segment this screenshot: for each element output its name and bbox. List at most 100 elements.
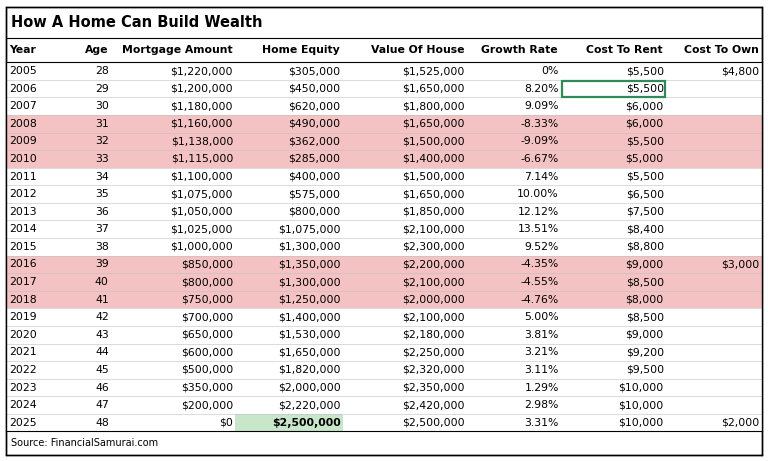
Text: -8.33%: -8.33% (521, 119, 559, 129)
Bar (6, 273, 762, 291)
Text: $1,180,000: $1,180,000 (170, 101, 233, 111)
Text: $1,300,000: $1,300,000 (278, 277, 340, 287)
Text: 10.00%: 10.00% (517, 189, 559, 199)
Text: $1,525,000: $1,525,000 (402, 66, 465, 76)
Text: $2,500,000: $2,500,000 (272, 418, 340, 428)
Bar (6, 115, 762, 133)
Text: $2,350,000: $2,350,000 (402, 383, 465, 392)
Text: Mortgage Amount: Mortgage Amount (121, 45, 232, 55)
Text: 3.31%: 3.31% (525, 418, 559, 428)
Text: $1,220,000: $1,220,000 (170, 66, 233, 76)
Bar (6, 97, 762, 115)
Text: Source: FinancialSamurai.com: Source: FinancialSamurai.com (11, 438, 158, 449)
Text: 2013: 2013 (9, 207, 37, 217)
Text: $2,000,000: $2,000,000 (402, 295, 465, 305)
Text: 2010: 2010 (9, 154, 37, 164)
Text: 2.98%: 2.98% (525, 400, 559, 410)
Text: $1,650,000: $1,650,000 (402, 119, 465, 129)
Text: $1,250,000: $1,250,000 (278, 295, 340, 305)
Text: Age: Age (84, 45, 108, 55)
Text: $450,000: $450,000 (289, 83, 340, 94)
Text: $1,400,000: $1,400,000 (278, 312, 340, 322)
Text: $1,850,000: $1,850,000 (402, 207, 465, 217)
Text: 2017: 2017 (9, 277, 37, 287)
Text: 2005: 2005 (9, 66, 37, 76)
Text: $5,500: $5,500 (626, 66, 664, 76)
Text: 12.12%: 12.12% (518, 207, 559, 217)
Text: $9,000: $9,000 (626, 260, 664, 269)
Text: $620,000: $620,000 (289, 101, 340, 111)
Text: Growth Rate: Growth Rate (482, 45, 558, 55)
Text: $1,500,000: $1,500,000 (402, 136, 465, 146)
Text: 5.00%: 5.00% (525, 312, 559, 322)
Text: 36: 36 (95, 207, 109, 217)
Text: 1.29%: 1.29% (525, 383, 559, 392)
Text: $5,500: $5,500 (626, 171, 664, 182)
Text: How A Home Can Build Wealth: How A Home Can Build Wealth (11, 15, 262, 30)
Text: $7,500: $7,500 (626, 207, 664, 217)
Text: -4.35%: -4.35% (521, 260, 559, 269)
Text: $800,000: $800,000 (180, 277, 233, 287)
Bar (235, 414, 343, 431)
Text: 2018: 2018 (9, 295, 37, 305)
Bar (6, 291, 762, 308)
Bar (6, 326, 762, 343)
Text: 42: 42 (95, 312, 109, 322)
Text: 30: 30 (95, 101, 109, 111)
Bar (6, 62, 762, 80)
Text: $1,650,000: $1,650,000 (278, 348, 340, 357)
Text: Value Of House: Value Of House (370, 45, 464, 55)
Text: $350,000: $350,000 (181, 383, 233, 392)
Text: -9.09%: -9.09% (521, 136, 559, 146)
Text: 2009: 2009 (9, 136, 37, 146)
Text: 2024: 2024 (9, 400, 37, 410)
Text: $1,160,000: $1,160,000 (170, 119, 233, 129)
Text: 9.52%: 9.52% (525, 242, 559, 252)
Text: 29: 29 (95, 83, 109, 94)
Text: 2016: 2016 (9, 260, 37, 269)
Bar (6, 80, 762, 97)
Text: $1,075,000: $1,075,000 (170, 189, 233, 199)
Text: 2012: 2012 (9, 189, 37, 199)
Text: $1,530,000: $1,530,000 (278, 330, 340, 340)
Text: 2020: 2020 (9, 330, 37, 340)
Text: 3.11%: 3.11% (525, 365, 559, 375)
Text: $1,300,000: $1,300,000 (278, 242, 340, 252)
Text: $2,300,000: $2,300,000 (402, 242, 465, 252)
Text: $1,800,000: $1,800,000 (402, 101, 465, 111)
Text: 2022: 2022 (9, 365, 37, 375)
Text: $1,025,000: $1,025,000 (170, 225, 233, 234)
Text: 40: 40 (95, 277, 109, 287)
Text: $2,100,000: $2,100,000 (402, 225, 465, 234)
Text: -4.76%: -4.76% (521, 295, 559, 305)
Text: $650,000: $650,000 (181, 330, 233, 340)
Bar (6, 361, 762, 379)
Text: $9,500: $9,500 (626, 365, 664, 375)
Text: $1,400,000: $1,400,000 (402, 154, 465, 164)
Text: 7.14%: 7.14% (525, 171, 559, 182)
Text: $1,100,000: $1,100,000 (170, 171, 233, 182)
Text: $8,500: $8,500 (626, 312, 664, 322)
Text: $1,500,000: $1,500,000 (402, 171, 465, 182)
Bar (6, 168, 762, 185)
Text: $5,500: $5,500 (626, 136, 664, 146)
Bar (562, 81, 665, 97)
Text: $10,000: $10,000 (618, 418, 664, 428)
Text: $1,000,000: $1,000,000 (170, 242, 233, 252)
Text: $8,400: $8,400 (626, 225, 664, 234)
Text: 41: 41 (95, 295, 109, 305)
Text: $800,000: $800,000 (288, 207, 340, 217)
Text: $2,500,000: $2,500,000 (402, 418, 465, 428)
Text: $362,000: $362,000 (289, 136, 340, 146)
Text: 45: 45 (95, 365, 109, 375)
Text: 39: 39 (95, 260, 109, 269)
Text: 13.51%: 13.51% (518, 225, 559, 234)
Text: 37: 37 (95, 225, 109, 234)
Text: $1,138,000: $1,138,000 (170, 136, 233, 146)
Text: 3.21%: 3.21% (525, 348, 559, 357)
Text: $850,000: $850,000 (181, 260, 233, 269)
Text: $600,000: $600,000 (180, 348, 233, 357)
Text: 2015: 2015 (9, 242, 37, 252)
Text: 43: 43 (95, 330, 109, 340)
Text: $1,650,000: $1,650,000 (402, 189, 465, 199)
